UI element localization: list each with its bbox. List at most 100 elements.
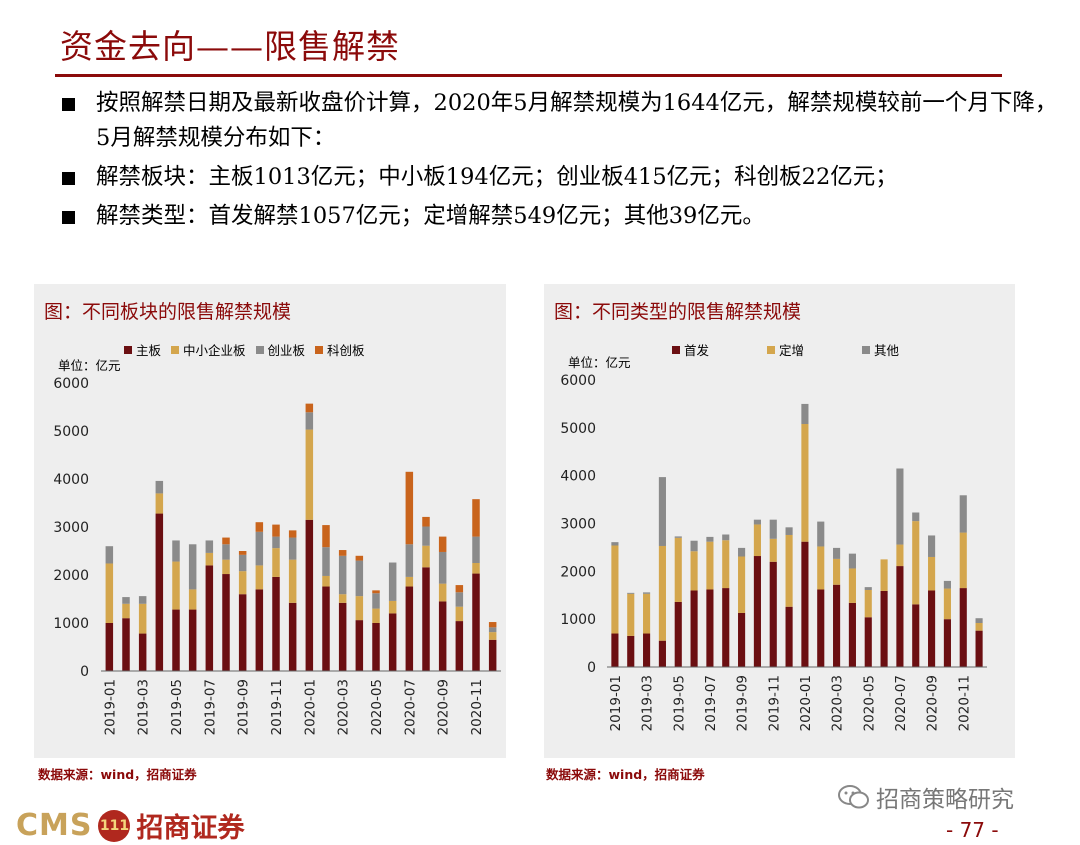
bar-0-2020-11 xyxy=(959,588,967,667)
bar-1-2019-08 xyxy=(222,559,230,575)
legend-item: 首发 xyxy=(672,340,709,359)
bar-0-2019-02 xyxy=(627,635,635,667)
legend-label: 主板 xyxy=(136,343,162,358)
bar-2-2019-11 xyxy=(272,536,280,549)
bar-2-2020-10 xyxy=(943,580,951,589)
x-tick-label: 2020-05 xyxy=(369,679,385,735)
legend-item: 定增 xyxy=(767,340,804,359)
y-tick-label: 0 xyxy=(587,660,596,676)
bar-0-2019-08 xyxy=(222,574,230,671)
bar-3-2020-09 xyxy=(438,536,447,552)
y-tick-label: 2000 xyxy=(560,564,596,580)
bar-0-2020-04 xyxy=(848,602,856,667)
bar-2-2020-05 xyxy=(864,587,872,590)
chart-legend: 首发 定增 其他 xyxy=(672,340,899,359)
chart-title: 图：不同类型的限售解禁规模 xyxy=(554,301,802,323)
bar-3-2019-10 xyxy=(255,522,264,532)
bar-3-2020-01 xyxy=(305,403,314,413)
bar-1-2020-10 xyxy=(943,588,951,620)
bar-0-2020-02 xyxy=(817,589,825,667)
bar-1-2019-12 xyxy=(785,534,793,607)
bar-3-2020-03 xyxy=(338,550,347,556)
bullet-item: 解禁类型：首发解禁1057亿元；定增解禁549亿元；其他39亿元。 xyxy=(60,199,1070,234)
bar-1-2019-09 xyxy=(238,571,247,595)
bar-1-2020-06 xyxy=(388,600,397,614)
bar-1-2019-05 xyxy=(674,537,682,602)
x-tick-label: 2019-07 xyxy=(703,675,719,731)
bar-2-2019-12 xyxy=(288,537,297,560)
x-tick-label: 2019-05 xyxy=(671,675,687,731)
bar-1-2019-10 xyxy=(255,565,264,590)
bar-1-2020-12 xyxy=(975,622,983,631)
bar-3-2020-07 xyxy=(405,471,414,545)
bar-2-2019-08 xyxy=(222,544,230,560)
bar-1-2020-07 xyxy=(405,576,414,587)
bar-2-2019-10 xyxy=(255,531,264,566)
bar-2-2019-08 xyxy=(722,534,730,541)
bar-0-2020-05 xyxy=(372,623,380,671)
bar-0-2019-12 xyxy=(288,602,297,671)
bar-2-2019-09 xyxy=(738,547,746,557)
page-number: - 77 - xyxy=(946,818,999,842)
bar-2-2019-02 xyxy=(627,592,635,594)
bar-2-2019-04 xyxy=(658,477,666,546)
bar-1-2019-03 xyxy=(138,603,147,634)
legend-swatch xyxy=(171,345,180,354)
bar-0-2019-05 xyxy=(674,601,682,667)
bar-2-2020-07 xyxy=(896,468,904,545)
logo-name-text: 招商证券 xyxy=(136,813,245,844)
bar-2-2020-02 xyxy=(817,521,825,547)
company-logo: CMS 111 招商证券 xyxy=(16,806,244,845)
bar-0-2019-12 xyxy=(785,606,793,667)
bar-0-2020-03 xyxy=(833,584,841,667)
bar-2-2020-10 xyxy=(455,592,464,607)
legend-swatch xyxy=(124,345,132,354)
x-tick-label: 2020-05 xyxy=(861,675,877,731)
bar-3-2019-08 xyxy=(222,537,230,545)
bar-0-2020-03 xyxy=(338,602,347,671)
x-tick-label: 2020-03 xyxy=(336,679,352,735)
bar-2-2019-05 xyxy=(172,540,180,562)
x-tick-label: 2020-07 xyxy=(402,679,418,735)
x-tick-label: 2019-05 xyxy=(169,679,185,735)
bar-3-2019-12 xyxy=(288,530,297,538)
bar-1-2020-04 xyxy=(355,596,364,621)
x-tick-label: 2019-09 xyxy=(735,675,751,731)
bar-0-2020-06 xyxy=(880,590,888,667)
bar-1-2020-01 xyxy=(305,429,314,520)
legend-label: 创业板 xyxy=(267,343,306,358)
bar-1-2020-07 xyxy=(896,544,904,567)
bar-0-2020-07 xyxy=(405,586,414,671)
bar-0-2019-04 xyxy=(155,513,164,671)
bar-1-2019-06 xyxy=(188,589,197,610)
bar-0-2020-10 xyxy=(943,619,951,667)
legend-item: 中小企业板 xyxy=(171,340,246,359)
y-tick-label: 2000 xyxy=(53,568,89,584)
bar-0-2019-01 xyxy=(105,623,114,671)
bar-2-2020-01 xyxy=(305,412,314,430)
chart-title: 图：不同板块的限售解禁规模 xyxy=(44,301,292,323)
y-tick-label: 1000 xyxy=(53,616,89,632)
bar-0-2020-08 xyxy=(422,567,430,671)
bar-2-2019-04 xyxy=(155,480,164,494)
bar-0-2020-12 xyxy=(975,630,983,667)
legend-label: 首发 xyxy=(684,343,710,358)
bar-0-2019-06 xyxy=(188,609,197,671)
legend-label: 科创板 xyxy=(327,343,365,358)
bar-3-2019-09 xyxy=(238,551,247,555)
legend-label: 其他 xyxy=(874,343,900,358)
bar-3-2020-08 xyxy=(422,516,430,527)
bar-2-2019-03 xyxy=(138,596,147,604)
legend-label: 定增 xyxy=(779,343,805,358)
bullet-text: 按照解禁日期及最新收盘价计算，2020年5月解禁规模为1644亿元，解禁规模较前… xyxy=(96,90,1058,151)
legend-swatch xyxy=(672,345,680,354)
bar-1-2019-03 xyxy=(643,593,651,634)
y-tick-label: 3000 xyxy=(560,517,596,533)
bar-0-2019-04 xyxy=(658,640,666,667)
x-tick-label: 2019-11 xyxy=(269,679,285,735)
bar-1-2019-06 xyxy=(690,551,698,591)
bar-1-2019-08 xyxy=(722,540,730,589)
bar-1-2020-08 xyxy=(912,521,920,605)
bar-0-2020-04 xyxy=(355,620,364,671)
bar-2-2019-06 xyxy=(690,540,698,552)
